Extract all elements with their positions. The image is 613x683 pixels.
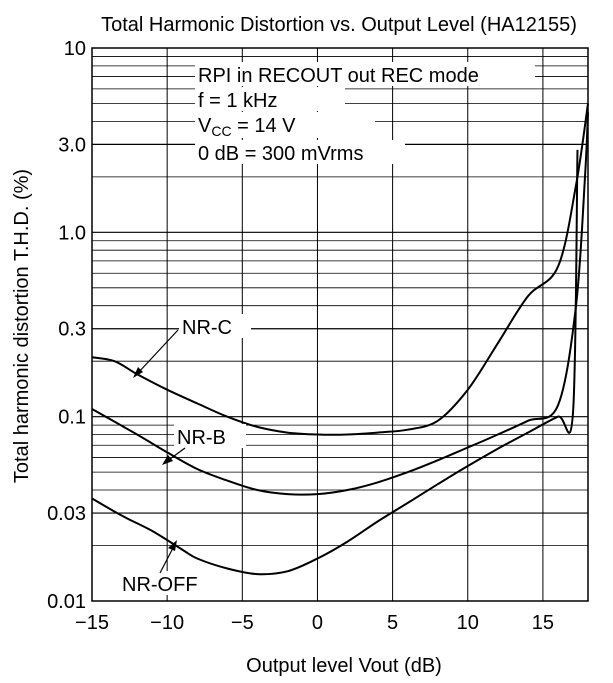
note-line3: VCC = 14 V: [198, 115, 296, 139]
arrow-nr-c: [136, 329, 179, 375]
x-tick-label: 0: [312, 612, 323, 634]
curve-labels: NR-C NR-B NR-OFF: [120, 314, 251, 596]
y-tick-label: 0.01: [47, 591, 86, 613]
y-tick-label: 10: [64, 38, 86, 60]
note-line3-bg: [195, 112, 375, 138]
label-nr-b: NR-B: [177, 427, 226, 449]
x-tick-labels: −15 −10 −5 0 5 10 15: [75, 612, 554, 634]
series-line-nr-b: [91, 111, 589, 496]
note-line2: f = 1 kHz: [198, 90, 277, 112]
x-tick-label: −10: [150, 612, 184, 634]
series-line-nr-c: [91, 103, 589, 436]
x-axis-label: Output level Vout (dB): [246, 655, 442, 677]
y-tick-label: 1.0: [58, 222, 86, 244]
x-tick-label: 15: [532, 612, 554, 634]
note-line3-sub: CC: [211, 123, 231, 139]
series-line-nr-off: [91, 149, 579, 576]
label-nr-off-bg: [120, 571, 212, 595]
arrow-nr-off: [159, 545, 175, 574]
x-tick-label: 10: [457, 612, 479, 634]
y-tick-label: 0.03: [47, 503, 86, 525]
label-nr-off: NR-OFF: [122, 574, 198, 596]
plot-frame: [91, 47, 589, 602]
chart-title: Total Harmonic Distortion vs. Output Lev…: [101, 14, 577, 36]
arrowhead-nr-c: [133, 367, 143, 378]
arrowhead-nr-b: [162, 455, 173, 465]
label-nr-c-bg: [179, 314, 251, 338]
label-nr-b-bg: [174, 424, 246, 448]
x-tick-label: −15: [75, 612, 109, 634]
y-tick-label: 3.0: [58, 134, 86, 156]
conditions-note: RPI in RECOUT out REC mode f = 1 kHz VCC…: [195, 62, 535, 165]
series-group: [91, 103, 589, 576]
y-axis-label: Total harmonic distortion T.H.D. (%): [11, 169, 33, 483]
note-line4: 0 dB = 300 mVrms: [198, 143, 363, 165]
y-tick-label: 0.3: [58, 319, 86, 341]
note-line3-prefix: V: [198, 115, 212, 137]
label-nr-c: NR-C: [182, 317, 232, 339]
note-line4-bg: [195, 140, 405, 164]
y-tick-label: 0.1: [58, 407, 86, 429]
note-line3-suffix: = 14 V: [232, 115, 297, 137]
x-tick-label: 5: [387, 612, 398, 634]
note-line1-bg: [195, 62, 535, 86]
note-line1: RPI in RECOUT out REC mode: [198, 65, 479, 87]
y-tick-labels: 0.01 0.03 0.1 0.3 1.0 3.0 10: [47, 38, 86, 613]
arrowhead-nr-off: [168, 540, 177, 551]
note-line2-bg: [195, 87, 345, 111]
x-tick-label: −5: [231, 612, 254, 634]
